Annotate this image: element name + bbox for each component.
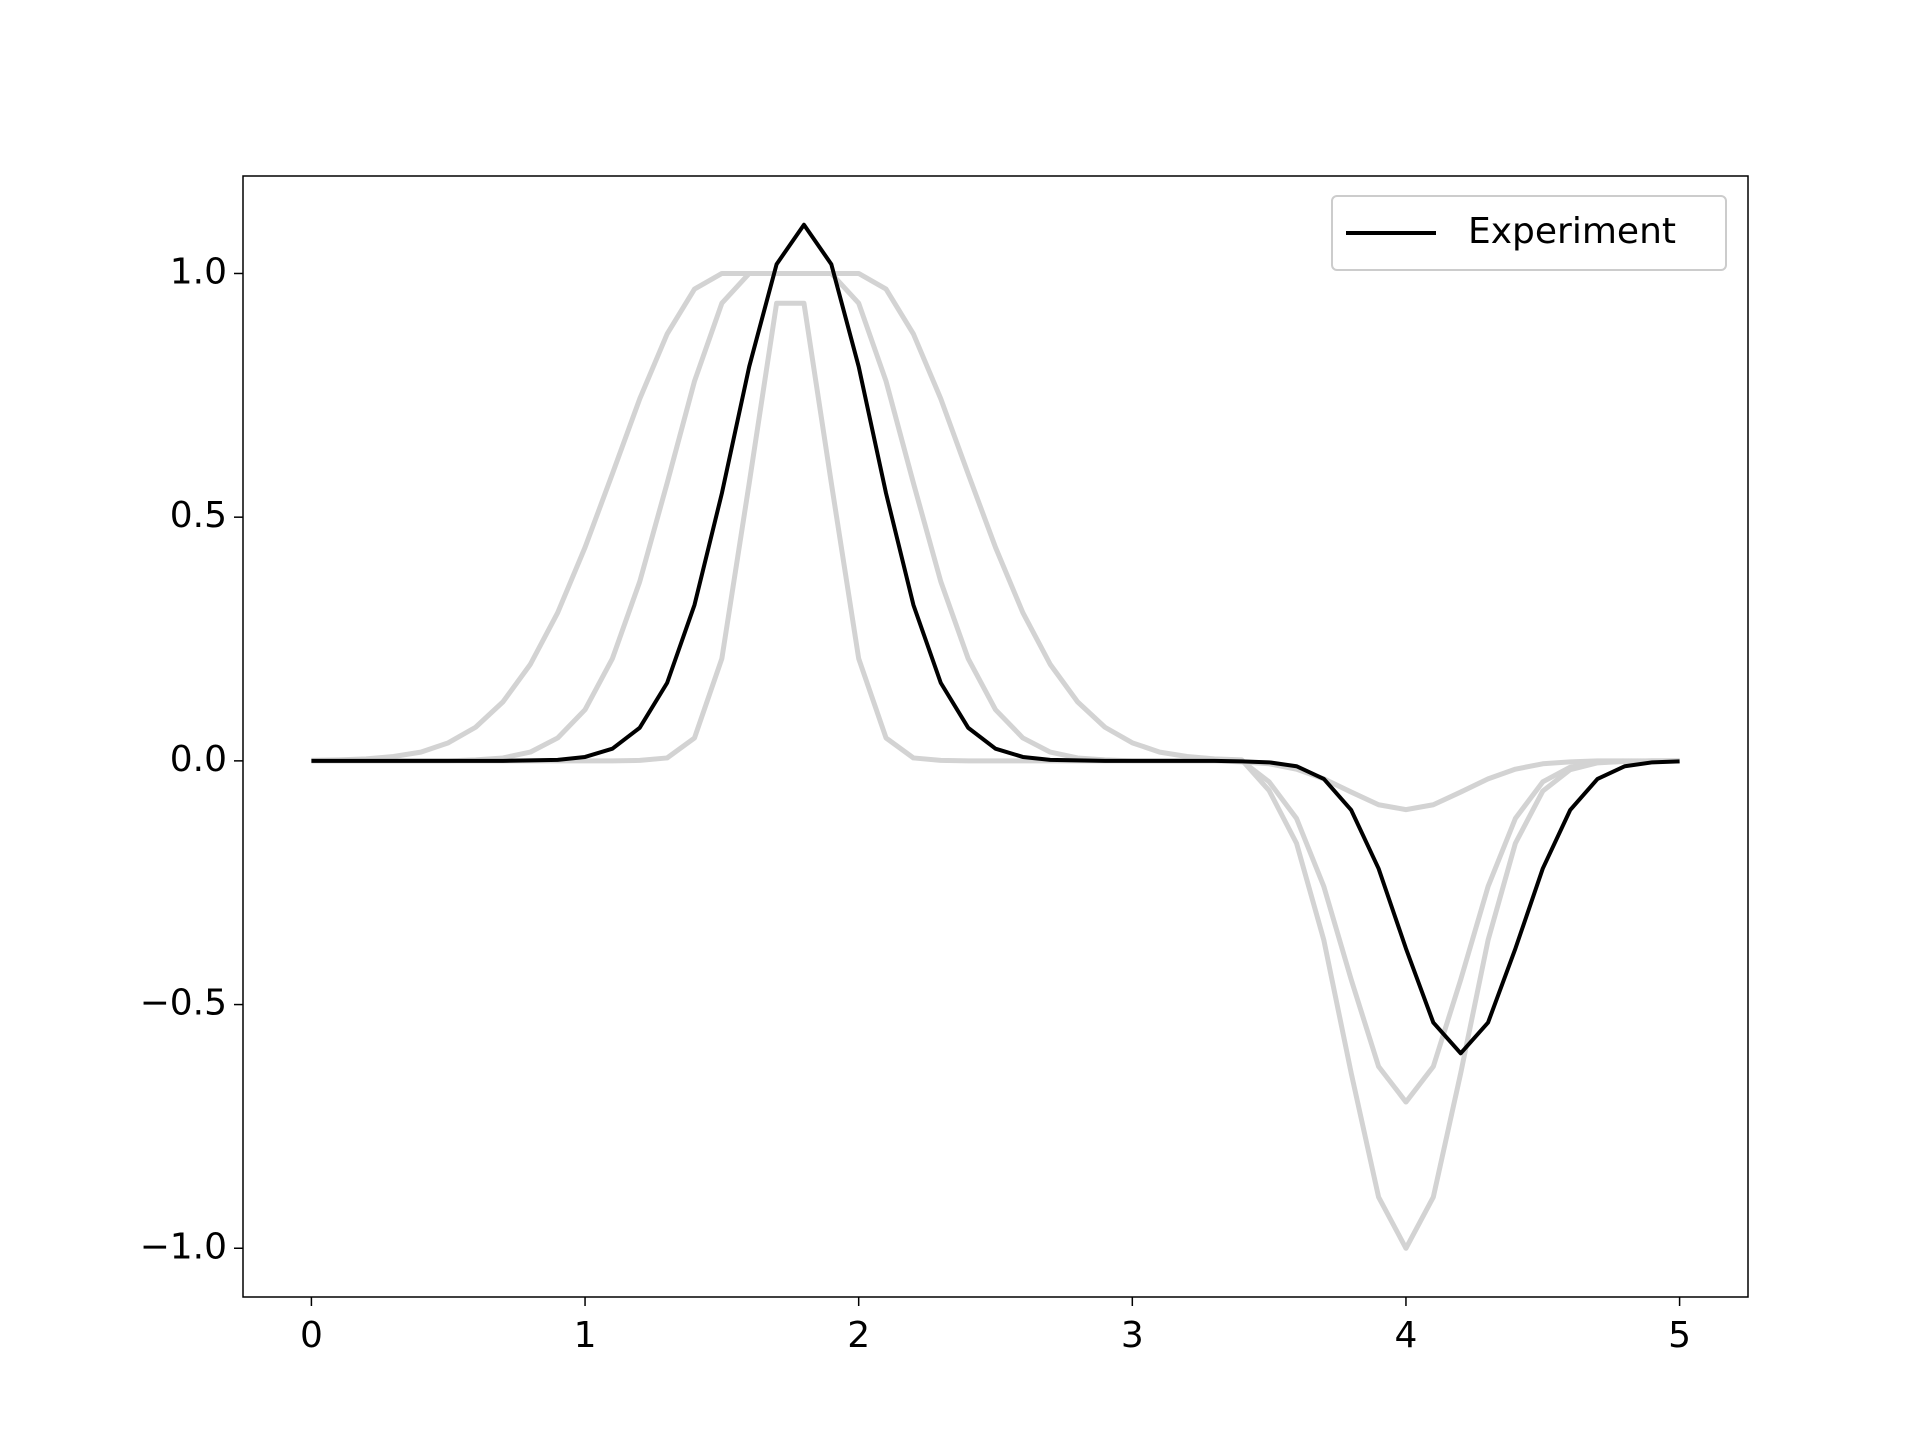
legend-box — [1331, 195, 1727, 271]
y-tick-label: 0.5 — [170, 495, 227, 536]
series-line — [311, 270, 1680, 1251]
x-tick-label: 4 — [1395, 1315, 1418, 1356]
y-tick-label: −1.0 — [140, 1226, 227, 1267]
x-tick-label: 0 — [300, 1315, 323, 1356]
series-line — [311, 222, 1680, 1056]
plot-frame — [242, 175, 1749, 1298]
x-tick-label: 2 — [847, 1315, 870, 1356]
series-line — [311, 300, 1680, 813]
legend-label: Experiment — [1468, 211, 1676, 252]
x-tick-label: 3 — [1121, 1315, 1144, 1356]
y-tick-label: 0.0 — [170, 739, 227, 780]
x-tick-label: 5 — [1668, 1315, 1691, 1356]
series-line — [311, 270, 1680, 1105]
x-tick-label: 1 — [574, 1315, 597, 1356]
y-tick-label: 1.0 — [170, 251, 227, 292]
y-tick-label: −0.5 — [140, 983, 227, 1024]
